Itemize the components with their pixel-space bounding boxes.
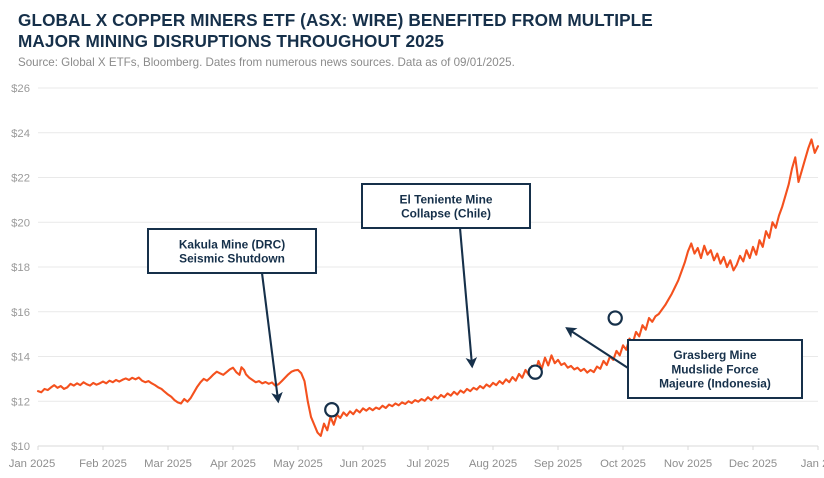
- x-axis-tick-label: Jan 2026: [801, 458, 824, 470]
- annotation-line: Majeure (Indonesia): [659, 377, 771, 391]
- event-marker-el-teniente[interactable]: [527, 364, 543, 380]
- x-axis-tick-label: Dec 2025: [729, 458, 777, 470]
- annotation-line: Grasberg Mine: [673, 348, 757, 362]
- annotation-leader-grasberg: [565, 327, 629, 369]
- y-axis-tick-label: $24: [11, 128, 30, 140]
- y-axis-tick-label: $22: [11, 173, 30, 185]
- x-axis-tick-label: Feb 2025: [79, 458, 127, 470]
- y-axis-tick-label: $14: [11, 352, 30, 364]
- annotation-line: Kakula Mine (DRC): [179, 237, 285, 251]
- annotation-callout-kakula[interactable]: Kakula Mine (DRC)Seismic Shutdown: [147, 228, 317, 274]
- y-axis-tick-label: $26: [11, 83, 30, 95]
- y-axis-tick-label: $20: [11, 217, 30, 229]
- x-axis-tick-label: Jul 2025: [407, 458, 450, 470]
- y-axis-tick-label: $18: [11, 262, 30, 274]
- chart-plot-area: $10 $12 $14 $16 $18 $20 $22 $24 $26 Jan 2025 Feb 2…: [0, 78, 824, 478]
- y-axis-tick-label: $10: [11, 441, 30, 453]
- annotation-line: El Teniente Mine: [400, 192, 493, 206]
- x-axis-tick-label: May 2025: [273, 458, 323, 470]
- annotation-box: [361, 183, 531, 229]
- annotation-line: Collapse (Chile): [401, 207, 491, 221]
- annotation-leader-el-teniente: [458, 227, 478, 369]
- x-axis-tick-label: Oct 2025: [600, 458, 646, 470]
- x-axis-tick-label: Aug 2025: [469, 458, 517, 470]
- x-axis-tick-label: Mar 2025: [144, 458, 192, 470]
- y-axis-tick-label: $12: [11, 396, 30, 408]
- price-line: [36, 138, 820, 437]
- annotation-leader-kakula: [260, 272, 283, 404]
- x-axis-tick-label: Apr 2025: [210, 458, 256, 470]
- x-axis-tick-label: Jun 2025: [340, 458, 386, 470]
- y-axis-tick-label: $16: [11, 307, 30, 319]
- x-axis-tick-label: Sep 2025: [534, 458, 582, 470]
- chart-header: GLOBAL X COPPER MINERS ETF (ASX: WIRE) B…: [18, 10, 808, 70]
- annotation-box: [627, 339, 803, 399]
- annotation-line: Seismic Shutdown: [179, 252, 285, 266]
- x-axis-tick-label: Jan 2025: [9, 458, 55, 470]
- x-axis-tick-label: Nov 2025: [664, 458, 712, 470]
- annotation-line: Mudslide Force: [671, 362, 759, 376]
- annotation-box: [147, 228, 317, 274]
- page-title: GLOBAL X COPPER MINERS ETF (ASX: WIRE) B…: [18, 10, 653, 51]
- event-marker-kakula[interactable]: [324, 402, 340, 418]
- chart-source-note: Source: Global X ETFs, Bloomberg. Dates …: [18, 56, 515, 69]
- event-marker-grasberg[interactable]: [607, 310, 623, 326]
- line-chart: $10 $12 $14 $16 $18 $20 $22 $24 $26 Jan 2025 Feb 2…: [9, 83, 824, 470]
